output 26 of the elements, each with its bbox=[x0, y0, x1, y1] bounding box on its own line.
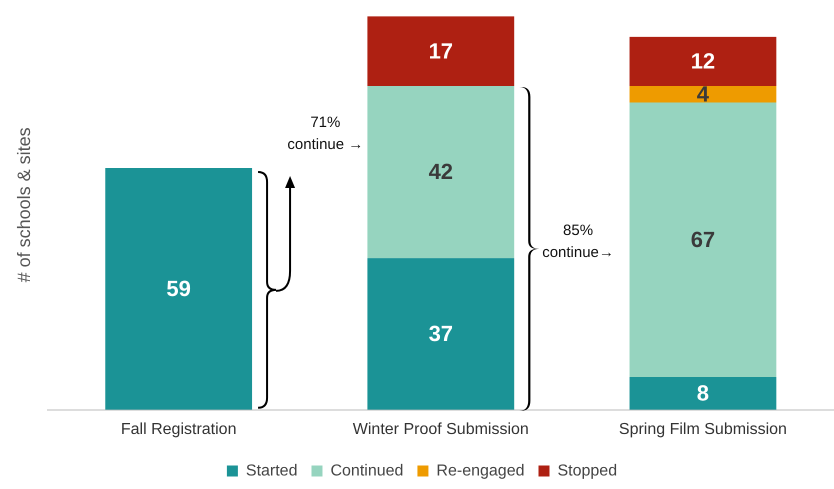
data-label: 42 bbox=[428, 159, 454, 184]
annotation: 85% continue→ bbox=[542, 220, 614, 263]
bar bbox=[630, 377, 776, 410]
bar bbox=[630, 86, 776, 102]
data-label: 17 bbox=[428, 38, 454, 64]
x-tick-label: Fall Registration bbox=[120, 420, 236, 438]
x-tick-label: Winter Proof Submission bbox=[352, 420, 529, 438]
y-axis-title: # of schools & sites bbox=[14, 127, 34, 282]
x-tick-label: Spring Film Submission bbox=[618, 420, 787, 438]
legend-label: Continued bbox=[330, 462, 404, 480]
legend-label: Re-engaged bbox=[436, 462, 525, 480]
bar bbox=[367, 86, 514, 258]
annotation: 71% continue → bbox=[287, 113, 364, 156]
bar bbox=[105, 168, 252, 410]
bar bbox=[367, 16, 514, 86]
legend-label: Stopped bbox=[557, 462, 618, 480]
data-label: 67 bbox=[690, 226, 716, 252]
bar bbox=[367, 258, 514, 410]
data-label: 8 bbox=[696, 380, 710, 406]
bar bbox=[630, 102, 776, 378]
data-label: 37 bbox=[428, 321, 454, 346]
data-label: 59 bbox=[166, 276, 191, 301]
legend-label: Started bbox=[246, 462, 298, 480]
bar bbox=[630, 36, 776, 86]
data-label: 4 bbox=[696, 81, 710, 106]
data-label: 12 bbox=[690, 48, 716, 74]
